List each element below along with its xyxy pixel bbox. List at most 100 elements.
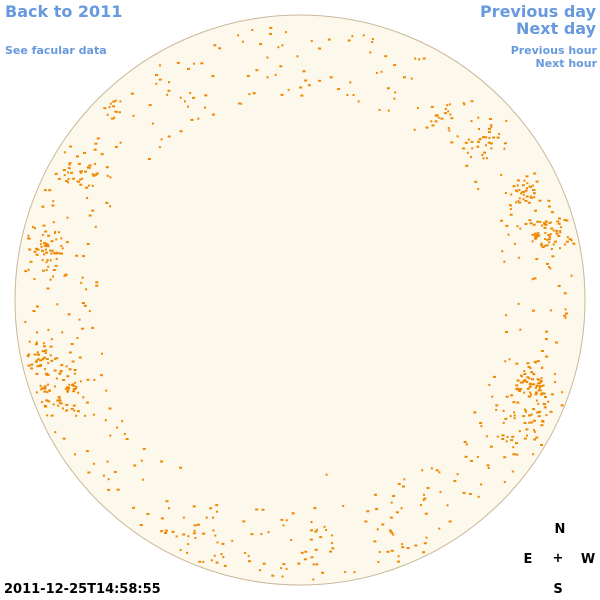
facula-dot xyxy=(96,137,100,140)
facula-dot xyxy=(67,181,70,184)
facula-dot xyxy=(37,353,40,356)
facula-dot xyxy=(565,219,569,222)
facula-dot xyxy=(114,110,117,113)
facula-dot xyxy=(92,462,95,465)
facula-dot xyxy=(49,249,52,252)
facula-dot xyxy=(80,281,83,284)
facula-dot xyxy=(570,274,573,277)
facula-dot xyxy=(50,252,53,255)
facula-dot xyxy=(552,229,555,232)
facula-dot xyxy=(35,341,38,344)
facula-dot xyxy=(503,142,507,145)
facula-dot xyxy=(41,350,45,353)
facula-dot xyxy=(541,420,545,422)
facula-dot xyxy=(554,341,558,344)
facula-dot xyxy=(281,44,284,47)
see-facular-data-link[interactable]: See facular data xyxy=(5,44,107,57)
facula-dot xyxy=(53,369,57,372)
facula-dot xyxy=(509,415,512,418)
facula-dot xyxy=(66,387,70,390)
facula-dot xyxy=(45,358,49,361)
facula-dot xyxy=(45,251,49,254)
facula-dot xyxy=(525,195,529,198)
facula-dot xyxy=(515,388,519,391)
facula-dot xyxy=(532,373,535,375)
facula-dot xyxy=(426,487,430,489)
facula-dot xyxy=(269,26,273,29)
facula-dot xyxy=(266,56,269,59)
facula-dot xyxy=(43,345,46,348)
facula-dot xyxy=(105,166,109,169)
facula-dot xyxy=(45,399,49,402)
facula-dot xyxy=(40,245,43,248)
facula-dot xyxy=(381,523,385,526)
previous-day-link[interactable]: Previous day xyxy=(479,2,596,21)
facula-dot xyxy=(572,242,576,245)
facula-dot xyxy=(119,100,122,103)
facula-dot xyxy=(534,209,537,212)
facula-dot xyxy=(539,410,542,413)
facula-dot xyxy=(517,256,520,259)
facula-dot xyxy=(534,386,537,389)
facula-dot xyxy=(50,414,54,417)
facula-dot xyxy=(132,114,135,117)
previous-hour-link[interactable]: Previous hour xyxy=(510,44,597,57)
facula-dot xyxy=(29,260,33,263)
facula-dot xyxy=(421,469,424,472)
facula-dot xyxy=(54,264,58,267)
facula-dot xyxy=(526,187,528,190)
facula-dot xyxy=(179,549,182,552)
facula-dot xyxy=(91,326,95,329)
facula-dot xyxy=(528,414,531,417)
back-to-year-link[interactable]: Back to 2011 xyxy=(5,2,123,21)
facula-dot xyxy=(159,64,161,67)
solar-disk xyxy=(14,14,586,586)
facula-dot xyxy=(24,321,27,323)
facula-dot xyxy=(44,352,47,354)
facula-dot xyxy=(64,387,67,390)
facula-dot xyxy=(549,267,552,270)
facula-dot xyxy=(401,546,405,549)
facula-dot xyxy=(52,403,55,406)
facula-dot xyxy=(49,278,52,281)
facula-dot xyxy=(94,162,97,165)
facula-dot xyxy=(73,369,77,371)
facula-dot xyxy=(511,435,515,438)
facula-dot xyxy=(212,516,214,519)
facula-dot xyxy=(480,425,483,428)
facula-dot xyxy=(45,269,48,271)
facula-dot xyxy=(509,208,512,211)
facula-dot xyxy=(544,244,547,247)
facula-dot xyxy=(47,400,51,403)
facula-dot xyxy=(47,265,50,268)
facula-dot xyxy=(37,358,40,360)
facula-dot xyxy=(538,389,542,392)
facula-dot xyxy=(67,177,70,180)
facula-dot xyxy=(193,524,197,527)
facula-dot xyxy=(563,314,567,317)
facula-dot xyxy=(530,196,533,199)
facula-dot xyxy=(512,446,515,449)
facula-dot xyxy=(528,382,532,385)
facula-dot xyxy=(262,562,266,565)
facula-dot xyxy=(395,511,399,514)
facula-dot xyxy=(321,571,325,574)
facula-dot xyxy=(544,396,547,398)
facula-dot xyxy=(390,531,394,534)
next-hour-link[interactable]: Next hour xyxy=(535,57,598,70)
facula-dot xyxy=(280,93,284,96)
facula-dot xyxy=(521,381,524,384)
facula-dot xyxy=(182,533,186,536)
facula-dot xyxy=(87,184,90,187)
facula-dot xyxy=(158,78,162,81)
facula-dot xyxy=(547,238,551,241)
facula-dot xyxy=(532,383,536,386)
facula-dot xyxy=(52,275,54,278)
facula-dot xyxy=(478,138,482,141)
facula-dot xyxy=(503,260,506,263)
facula-dot xyxy=(109,176,112,179)
next-day-link[interactable]: Next day xyxy=(516,19,596,38)
facula-dot xyxy=(528,395,532,398)
facula-dot xyxy=(68,162,72,165)
facula-dot xyxy=(541,246,545,249)
